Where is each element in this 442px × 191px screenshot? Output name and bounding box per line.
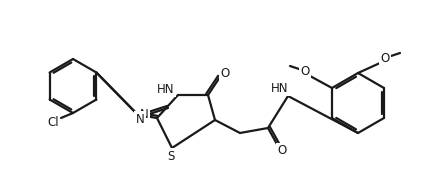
Text: HN: HN [271, 82, 289, 95]
Text: Cl: Cl [47, 116, 59, 129]
Text: N: N [140, 108, 149, 121]
Text: S: S [168, 150, 175, 163]
Text: N: N [136, 112, 145, 125]
Text: HN: HN [157, 83, 175, 96]
Text: O: O [381, 52, 390, 65]
Text: O: O [301, 65, 310, 78]
Text: O: O [278, 145, 286, 158]
Text: O: O [221, 66, 230, 79]
